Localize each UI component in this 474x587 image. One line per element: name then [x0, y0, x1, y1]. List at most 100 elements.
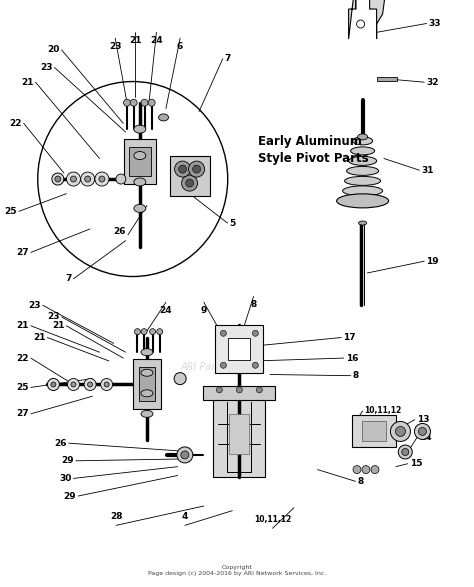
Ellipse shape [359, 221, 366, 225]
Text: 9: 9 [201, 306, 207, 315]
Circle shape [55, 176, 61, 182]
Circle shape [71, 176, 76, 182]
Text: 23: 23 [47, 312, 60, 322]
Circle shape [157, 329, 163, 335]
Bar [229, 414, 249, 454]
Ellipse shape [346, 166, 379, 176]
Text: 30: 30 [59, 474, 72, 483]
Ellipse shape [141, 390, 153, 397]
Ellipse shape [345, 176, 381, 185]
Circle shape [116, 174, 126, 184]
Bar [124, 139, 156, 184]
Text: 25: 25 [16, 383, 29, 392]
Text: 31: 31 [421, 166, 434, 175]
Circle shape [141, 329, 147, 335]
Circle shape [95, 172, 109, 186]
Text: 5: 5 [229, 218, 236, 228]
Circle shape [88, 382, 92, 387]
Circle shape [216, 387, 222, 393]
Text: 7: 7 [65, 274, 72, 284]
Circle shape [220, 362, 227, 368]
Bar [215, 325, 264, 373]
Circle shape [402, 448, 409, 456]
Ellipse shape [141, 410, 153, 417]
Text: 23: 23 [28, 301, 41, 310]
Ellipse shape [357, 134, 368, 140]
Bar [363, 421, 386, 441]
Circle shape [419, 427, 427, 436]
Text: 14: 14 [419, 433, 432, 442]
Text: 23: 23 [40, 63, 53, 72]
Text: 28: 28 [110, 512, 122, 521]
Text: 8: 8 [357, 477, 364, 486]
Text: 33: 33 [428, 19, 441, 28]
Text: 10,11,12: 10,11,12 [365, 406, 402, 416]
Text: 22: 22 [9, 119, 22, 128]
Circle shape [398, 445, 412, 459]
Circle shape [353, 465, 361, 474]
Circle shape [148, 99, 155, 106]
Text: 29: 29 [64, 491, 76, 501]
Ellipse shape [353, 137, 373, 145]
Polygon shape [348, 0, 384, 39]
Text: 4: 4 [182, 512, 188, 521]
Text: 27: 27 [16, 409, 29, 419]
Circle shape [99, 176, 105, 182]
Bar [129, 147, 151, 176]
Text: 19: 19 [426, 257, 439, 266]
Text: 21: 21 [129, 36, 141, 45]
Text: 10,11,12: 10,11,12 [254, 515, 291, 524]
Ellipse shape [134, 151, 146, 160]
Circle shape [371, 465, 379, 474]
Bar [139, 367, 155, 402]
Text: 22: 22 [16, 353, 29, 363]
Circle shape [150, 329, 155, 335]
Circle shape [104, 382, 109, 387]
Text: 15: 15 [410, 459, 422, 468]
Ellipse shape [337, 194, 389, 208]
Ellipse shape [141, 349, 153, 356]
Text: 13: 13 [417, 415, 429, 424]
Circle shape [192, 165, 201, 173]
Text: 32: 32 [426, 77, 439, 87]
Text: Early Aluminum
Style Pivot Parts: Early Aluminum Style Pivot Parts [258, 134, 369, 165]
Ellipse shape [158, 114, 169, 121]
Circle shape [179, 165, 187, 173]
Text: Copyright
Page design (c) 2004-2016 by ARI Network Services, Inc.: Copyright Page design (c) 2004-2016 by A… [148, 565, 326, 576]
Circle shape [252, 362, 258, 368]
Circle shape [362, 465, 370, 474]
Circle shape [174, 373, 186, 384]
Circle shape [81, 172, 95, 186]
Circle shape [100, 379, 113, 390]
Bar [377, 77, 397, 81]
Circle shape [186, 179, 193, 187]
Circle shape [52, 173, 64, 185]
Ellipse shape [134, 125, 146, 133]
Circle shape [141, 99, 148, 106]
Ellipse shape [348, 156, 377, 166]
Text: 25: 25 [4, 207, 17, 216]
Circle shape [182, 175, 198, 191]
Text: 8: 8 [250, 301, 257, 309]
Text: ARI PartStream™: ARI PartStream™ [181, 362, 265, 372]
Circle shape [130, 99, 137, 106]
Text: 21: 21 [16, 321, 29, 330]
Circle shape [135, 329, 140, 335]
Ellipse shape [343, 186, 383, 196]
Circle shape [414, 423, 430, 440]
Ellipse shape [134, 178, 146, 186]
Bar [170, 156, 210, 196]
Bar [213, 392, 265, 477]
Text: 29: 29 [61, 456, 74, 465]
Bar [353, 416, 396, 447]
Circle shape [237, 387, 242, 393]
Circle shape [220, 330, 227, 336]
Text: 21: 21 [33, 333, 46, 342]
Bar [133, 359, 161, 410]
Circle shape [181, 451, 189, 459]
Circle shape [124, 99, 130, 106]
Text: 26: 26 [54, 438, 67, 448]
Ellipse shape [134, 204, 146, 212]
Bar [203, 386, 275, 400]
Text: 17: 17 [343, 333, 356, 342]
